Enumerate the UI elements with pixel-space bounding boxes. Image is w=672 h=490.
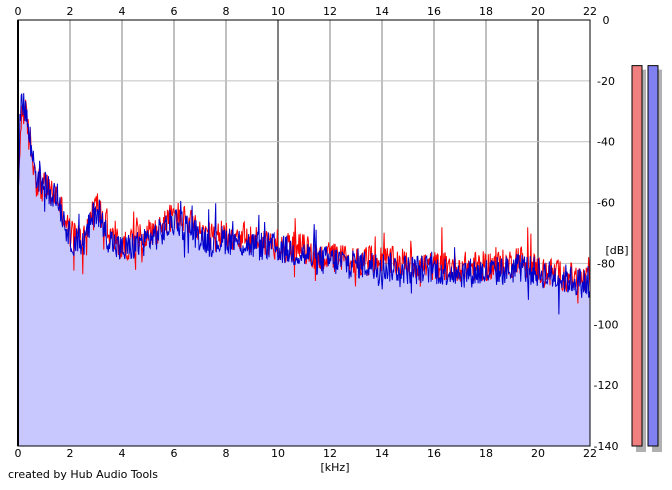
x-tick-bottom-12: 12	[323, 447, 337, 460]
y-axis-label: [dB]	[605, 244, 628, 257]
y-tick--140: -140	[594, 440, 619, 453]
x-tick-bottom-18: 18	[479, 447, 493, 460]
x-tick-top-14: 14	[375, 5, 389, 18]
x-tick-bottom-2: 2	[67, 447, 74, 460]
meter-bar-left	[631, 65, 643, 447]
y-tick--100: -100	[594, 318, 619, 331]
series-line-right-channel	[17, 93, 591, 315]
meter-bar-right	[647, 65, 659, 447]
level-meters	[631, 65, 662, 453]
x-tick-bottom-10: 10	[271, 447, 285, 460]
x-tick-top-10: 10	[271, 5, 285, 18]
y-tick--20: -20	[597, 75, 615, 88]
axes	[17, 19, 591, 447]
y-tick-0: 0	[603, 14, 610, 27]
y-tick--120: -120	[594, 379, 619, 392]
series-lines	[17, 93, 591, 446]
x-tick-top-4: 4	[119, 5, 126, 18]
x-tick-top-22: 22	[583, 5, 597, 18]
x-tick-bottom-0: 0	[15, 447, 22, 460]
x-tick-top-18: 18	[479, 5, 493, 18]
x-tick-bottom-22: 22	[583, 447, 597, 460]
y-tick--60: -60	[597, 197, 615, 210]
x-tick-bottom-16: 16	[427, 447, 441, 460]
x-tick-bottom-6: 6	[171, 447, 178, 460]
x-tick-top-20: 20	[531, 5, 545, 18]
series-line-left-channel	[17, 99, 591, 304]
x-tick-bottom-20: 20	[531, 447, 545, 460]
x-tick-top-16: 16	[427, 5, 441, 18]
x-tick-bottom-14: 14	[375, 447, 389, 460]
x-tick-top-12: 12	[323, 5, 337, 18]
x-tick-top-6: 6	[171, 5, 178, 18]
credit-text: created by Hub Audio Tools	[8, 468, 158, 481]
x-tick-bottom-4: 4	[119, 447, 126, 460]
x-tick-top-2: 2	[67, 5, 74, 18]
spectrum-fill-area	[18, 93, 590, 446]
y-tick--80: -80	[597, 257, 615, 270]
y-tick--40: -40	[597, 136, 615, 149]
x-tick-bottom-8: 8	[223, 447, 230, 460]
x-axis-label: [kHz]	[321, 461, 350, 474]
tick-labels: 002244668810101212141416161818202022220-…	[15, 5, 619, 460]
x-tick-top-0: 0	[15, 5, 22, 18]
x-tick-top-8: 8	[223, 5, 230, 18]
